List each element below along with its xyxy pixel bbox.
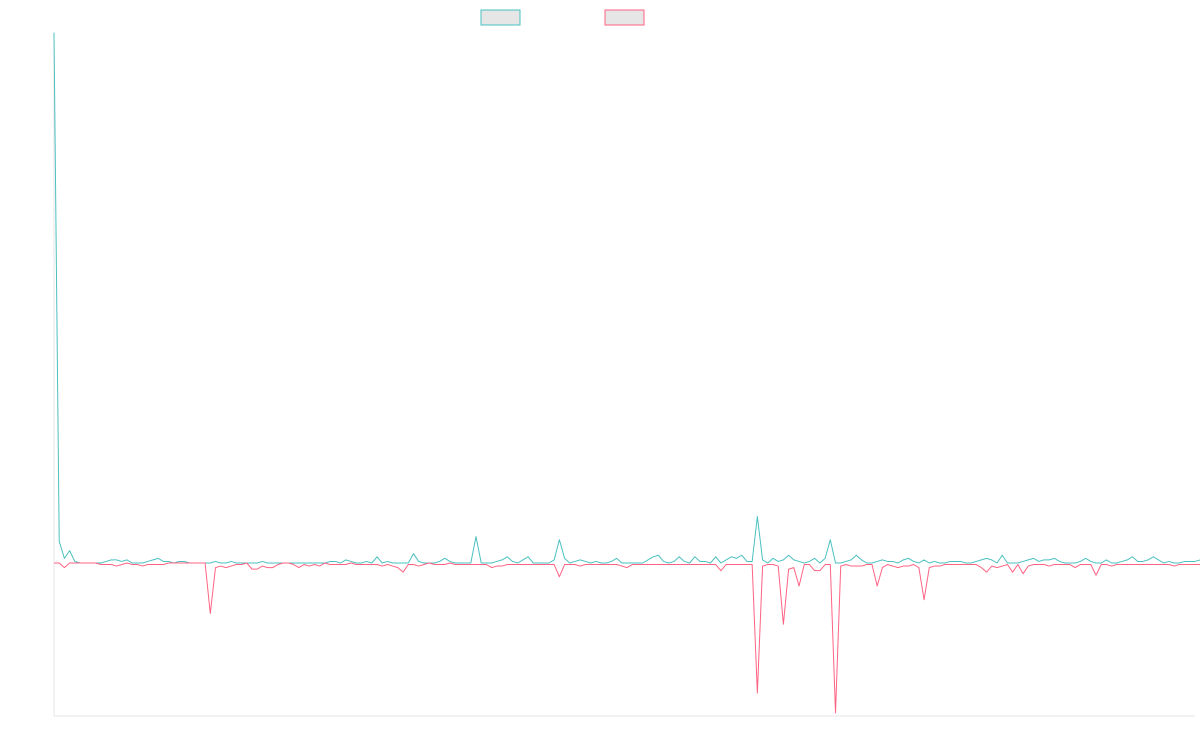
series-line-1[interactable] <box>53 32 1200 564</box>
legend <box>480 9 645 26</box>
series-layer <box>53 32 1200 714</box>
legend-swatch-series-1[interactable] <box>480 9 521 26</box>
series-line-2[interactable] <box>54 562 1200 714</box>
legend-swatch-series-2[interactable] <box>604 9 645 26</box>
